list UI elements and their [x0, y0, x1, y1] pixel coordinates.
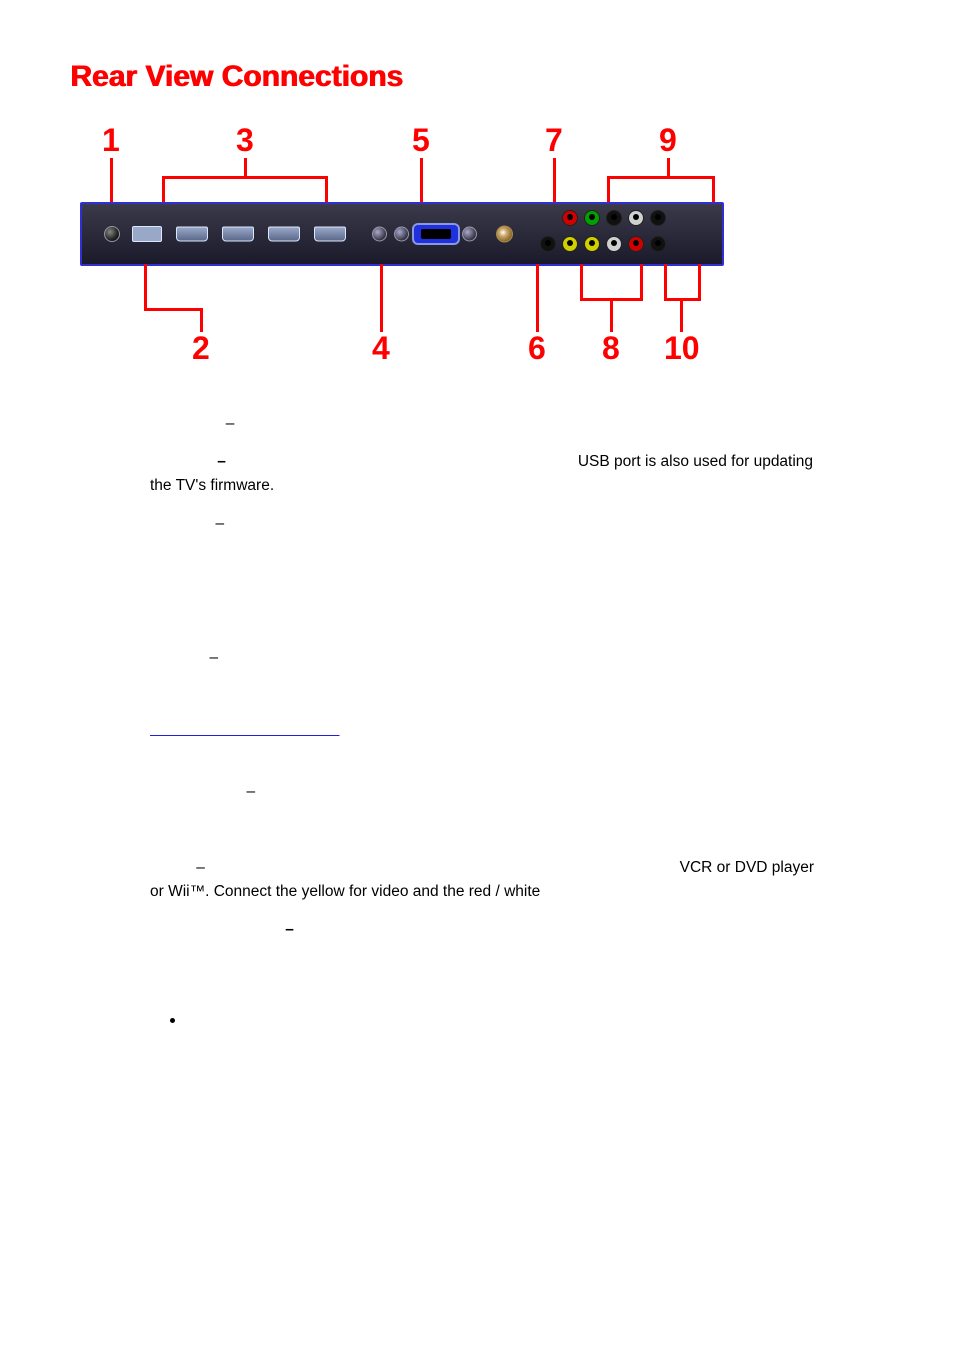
rear-panel — [80, 202, 724, 266]
rca-bot-2 — [584, 236, 600, 252]
rear-panel-diagram: 1 3 5 7 9 — [80, 122, 720, 382]
rca-top-5 — [650, 210, 666, 226]
item-3: 3. HDMI – – Three HDMI inputs. HDMI carr… — [150, 512, 824, 632]
callout-5: 5 — [412, 122, 430, 159]
vga-screw-r — [462, 227, 477, 242]
hdmi-port-1 — [176, 227, 208, 242]
rca-bot-4 — [628, 236, 644, 252]
callout-6: 6 — [528, 330, 546, 367]
vga-port — [412, 223, 460, 245]
item-6: 6. RF – Antenna / cable coax input for o… — [150, 818, 824, 842]
spdif-port — [104, 226, 120, 242]
callout-3: 3 — [236, 122, 254, 159]
rf-antenna-port — [496, 226, 513, 243]
item-2: 2. USB – – Plays music (MP3), pictures (… — [150, 450, 824, 498]
item-4: 4. VGA – – Analog computer video input. … — [150, 646, 824, 766]
callout-10: 10 — [664, 330, 700, 367]
usb-port — [132, 226, 162, 242]
item-1: 1. S/PDIF – – Digital audio output via m… — [150, 412, 824, 436]
page-title: Rear View Connections — [70, 60, 884, 94]
vga-screw-l — [394, 227, 409, 242]
settings-link[interactable] — [150, 721, 339, 738]
description-list: 1. S/PDIF – – Digital audio output via m… — [70, 412, 884, 1058]
rca-top-1 — [562, 210, 578, 226]
callout-9: 9 — [659, 122, 677, 159]
rca-bot-5 — [650, 236, 666, 252]
rca-bot-0 — [540, 236, 556, 252]
callout-8: 8 — [602, 330, 620, 367]
rca-top-2 — [584, 210, 600, 226]
hdmi-port-2 — [222, 227, 254, 242]
rca-bot-1 — [562, 236, 578, 252]
callout-7: 7 — [545, 122, 563, 159]
hdmi-port-4 — [314, 227, 346, 242]
bullet-icon — [170, 1018, 175, 1023]
rca-bot-3 — [606, 236, 622, 252]
note-bullet: Note: HDMI‑1 supports ARC (Audio Return … — [170, 1010, 824, 1058]
item-7: 7. AV – Composite video and stereo audio… — [150, 856, 824, 904]
callout-4: 4 — [372, 330, 390, 367]
audio-in-jack — [372, 227, 387, 242]
callout-2: 2 — [192, 330, 210, 367]
rca-top-4 — [628, 210, 644, 226]
callout-1: 1 — [102, 122, 120, 159]
rca-top-3 — [606, 210, 622, 226]
item-5: 5. AUDIO-IN – – 3.5 mm stereo mini‑jack.… — [150, 780, 824, 804]
hdmi-port-3 — [268, 227, 300, 242]
item-8: 8. COMPONENT – – Y Pb Pr analog HD video… — [150, 918, 824, 990]
